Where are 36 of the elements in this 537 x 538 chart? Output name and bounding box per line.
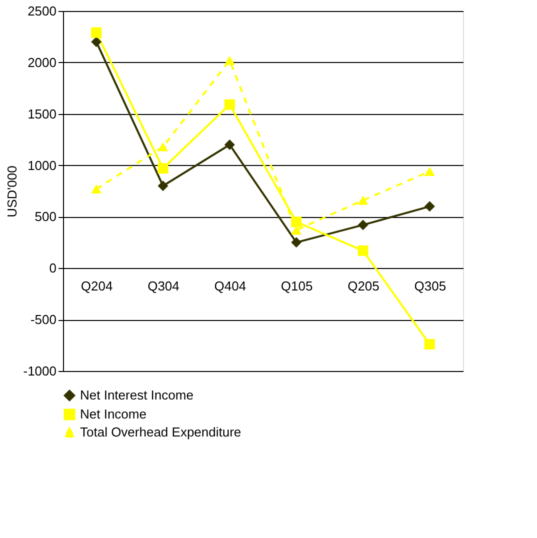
point — [424, 201, 435, 212]
legend-label: Total Overhead Expenditure — [80, 424, 242, 440]
point — [291, 216, 302, 228]
legend-label: Net Income — [80, 406, 146, 422]
x-tick-label: Q305 — [414, 278, 446, 294]
point — [158, 163, 168, 174]
x-tick-label: Q205 — [348, 278, 380, 294]
point — [158, 180, 168, 192]
point — [224, 56, 235, 65]
point — [91, 36, 102, 48]
y-tick-label: 2500 — [28, 4, 56, 18]
y-tick-label: 1500 — [28, 106, 56, 122]
x-tick-label: Q404 — [214, 278, 246, 294]
y-tick-label: -1000 — [23, 364, 56, 378]
point — [224, 139, 235, 150]
y-axis-title: USD'000 — [4, 166, 20, 218]
x-tick-label: Q204 — [80, 278, 113, 294]
point — [358, 245, 368, 256]
y-tick-label: 0 — [49, 260, 56, 276]
x-tick-label: Q304 — [148, 278, 180, 294]
point — [291, 226, 302, 235]
point — [224, 99, 235, 110]
point — [358, 220, 368, 230]
y-tick-label: -500 — [30, 312, 56, 328]
point — [424, 166, 435, 176]
x-tick-label: Q105 — [280, 278, 313, 294]
y-tick-label: 500 — [34, 209, 56, 224]
y-tick-label: 1000 — [28, 158, 56, 173]
point — [424, 339, 435, 350]
point — [91, 27, 102, 38]
y-tick-label: 2000 — [28, 54, 56, 70]
point — [158, 142, 168, 152]
point — [91, 184, 102, 194]
point — [291, 237, 302, 248]
legend-label: Net Interest Income — [80, 388, 194, 402]
point — [358, 196, 368, 205]
